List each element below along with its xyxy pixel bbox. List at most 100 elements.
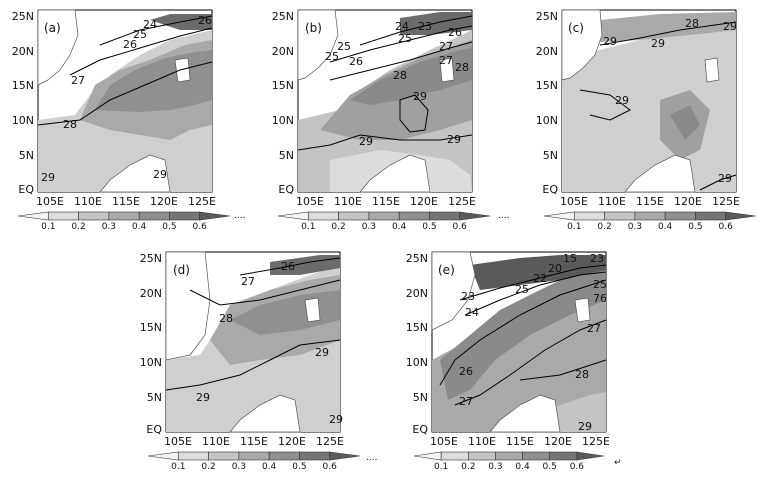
- colorbar-swatch: [268, 451, 300, 461]
- contour-label: 28: [393, 69, 407, 82]
- colorbar-tick: 0.5: [688, 222, 702, 232]
- contour-label: 27: [71, 74, 85, 87]
- colorbar-tick: 0.6: [570, 462, 585, 472]
- x-tick: 110E: [202, 435, 230, 448]
- colorbar-swatch: [495, 451, 523, 461]
- contour-label: 24: [143, 18, 157, 31]
- y-tick: 25N: [140, 252, 162, 265]
- colorbar-tick: 0.4: [658, 222, 673, 232]
- y-tick: EQ: [542, 183, 558, 196]
- contour-label: 25: [593, 278, 607, 291]
- contour-label: 26: [198, 14, 212, 27]
- x-tick: 120E: [278, 435, 306, 448]
- contour-label: 27: [439, 40, 453, 53]
- colorbar-tick: 0.1: [171, 462, 185, 472]
- contour-label: 29: [315, 346, 329, 359]
- colorbar-swatch: [522, 451, 551, 461]
- trail-mark: ....: [234, 211, 245, 221]
- panel-label: (d): [173, 263, 190, 277]
- colorbar-tick: 0.2: [201, 462, 215, 472]
- panel-label: (e): [438, 263, 455, 277]
- x-tick: 115E: [112, 195, 140, 208]
- colorbar-tick: 0.3: [102, 222, 116, 232]
- colorbar-tick: 0.2: [331, 222, 345, 232]
- contour-label: 28: [219, 312, 233, 325]
- contour-label: 26: [349, 55, 363, 68]
- contour-label: 26: [281, 260, 295, 273]
- y-tick: 25N: [272, 10, 294, 23]
- x-tick: 120E: [674, 195, 702, 208]
- x-tick: 125E: [448, 195, 476, 208]
- y-tick: 5N: [19, 149, 34, 162]
- colorbar-swatch: [459, 211, 491, 221]
- y-tick: 10N: [406, 356, 428, 369]
- colorbar-tick: 0.5: [543, 462, 557, 472]
- colorbar-tick: 0.5: [292, 462, 306, 472]
- colorbar-tick: 0.6: [323, 462, 338, 472]
- colorbar-swatch: [147, 451, 179, 461]
- x-tick: 115E: [240, 435, 268, 448]
- y-tick: 15N: [406, 321, 428, 334]
- colorbar-swatch: [604, 211, 636, 221]
- contour-label: 28: [63, 118, 77, 131]
- colorbar-tick: 0.3: [362, 222, 376, 232]
- contour-label: 22: [533, 272, 547, 285]
- contour-label: 24: [465, 306, 479, 319]
- contour-label: 27: [459, 395, 473, 408]
- contour-label: 20: [548, 262, 562, 275]
- y-tick: 10N: [12, 114, 34, 127]
- colorbar-swatch: [543, 211, 575, 221]
- y-tick: 5N: [279, 149, 294, 162]
- y-tick: 5N: [147, 391, 162, 404]
- panel-label: (c): [568, 21, 584, 35]
- contour-label: 29: [615, 94, 629, 107]
- y-tick: 20N: [536, 45, 558, 58]
- y-tick: 25N: [12, 10, 34, 23]
- colorbar-swatch: [277, 211, 309, 221]
- x-tick: 110E: [598, 195, 626, 208]
- colorbars: 0.1 0.2 0.3 0.4 0.5 0.6 0.1 0.2 0.3 0.4 0.5 0.6 0.1 0…: [17, 211, 757, 472]
- y-tick: 15N: [272, 79, 294, 92]
- panel-c: 28 29 29 29 29 29 (c) 25N 20N 15N 10N 5N…: [536, 9, 740, 208]
- x-tick: 120E: [544, 435, 572, 448]
- x-tick: 120E: [150, 195, 178, 208]
- colorbar-swatch: [138, 211, 170, 221]
- trail-mark: ....: [498, 211, 509, 221]
- contour-label: 26: [448, 26, 462, 39]
- panel-d: 26 27 28 29 29 29 (d) 25N 20N 15N 10N 5N…: [140, 251, 344, 448]
- contour-label: 25: [515, 283, 529, 296]
- x-tick: 125E: [188, 195, 216, 208]
- colorbar-swatch: [78, 211, 110, 221]
- trail-mark: ....: [366, 453, 377, 463]
- contour-label: 29: [718, 172, 732, 185]
- contour-label: 28: [685, 17, 699, 30]
- contour-label: 26: [459, 365, 473, 378]
- end-mark: ↵: [614, 458, 622, 468]
- x-tick: 115E: [636, 195, 664, 208]
- x-tick: 105E: [36, 195, 64, 208]
- colorbar-swatch: [467, 451, 496, 461]
- contour-label: 29: [723, 20, 737, 33]
- contour-label: 29: [413, 90, 427, 103]
- x-tick: 125E: [316, 435, 344, 448]
- contour-label: 27: [587, 322, 601, 335]
- colorbar-tick: 0.3: [232, 462, 246, 472]
- colorbar-tick: 0.2: [71, 222, 85, 232]
- y-tick: EQ: [146, 423, 162, 436]
- y-tick: 15N: [536, 79, 558, 92]
- y-tick: EQ: [412, 423, 428, 436]
- colorbar-swatch: [177, 451, 209, 461]
- x-tick: 105E: [296, 195, 324, 208]
- contour-label: 29: [651, 37, 665, 50]
- contour-label: 28: [455, 61, 469, 74]
- colorbar-tick: 0.1: [301, 222, 315, 232]
- colorbar-swatch: [299, 451, 331, 461]
- contour-label: 29: [447, 133, 461, 146]
- contour-label: 29: [603, 35, 617, 48]
- x-tick: 115E: [506, 435, 534, 448]
- y-tick: 20N: [12, 45, 34, 58]
- contour-label: 26: [123, 38, 137, 51]
- x-tick: 110E: [468, 435, 496, 448]
- colorbar-swatch: [413, 451, 442, 461]
